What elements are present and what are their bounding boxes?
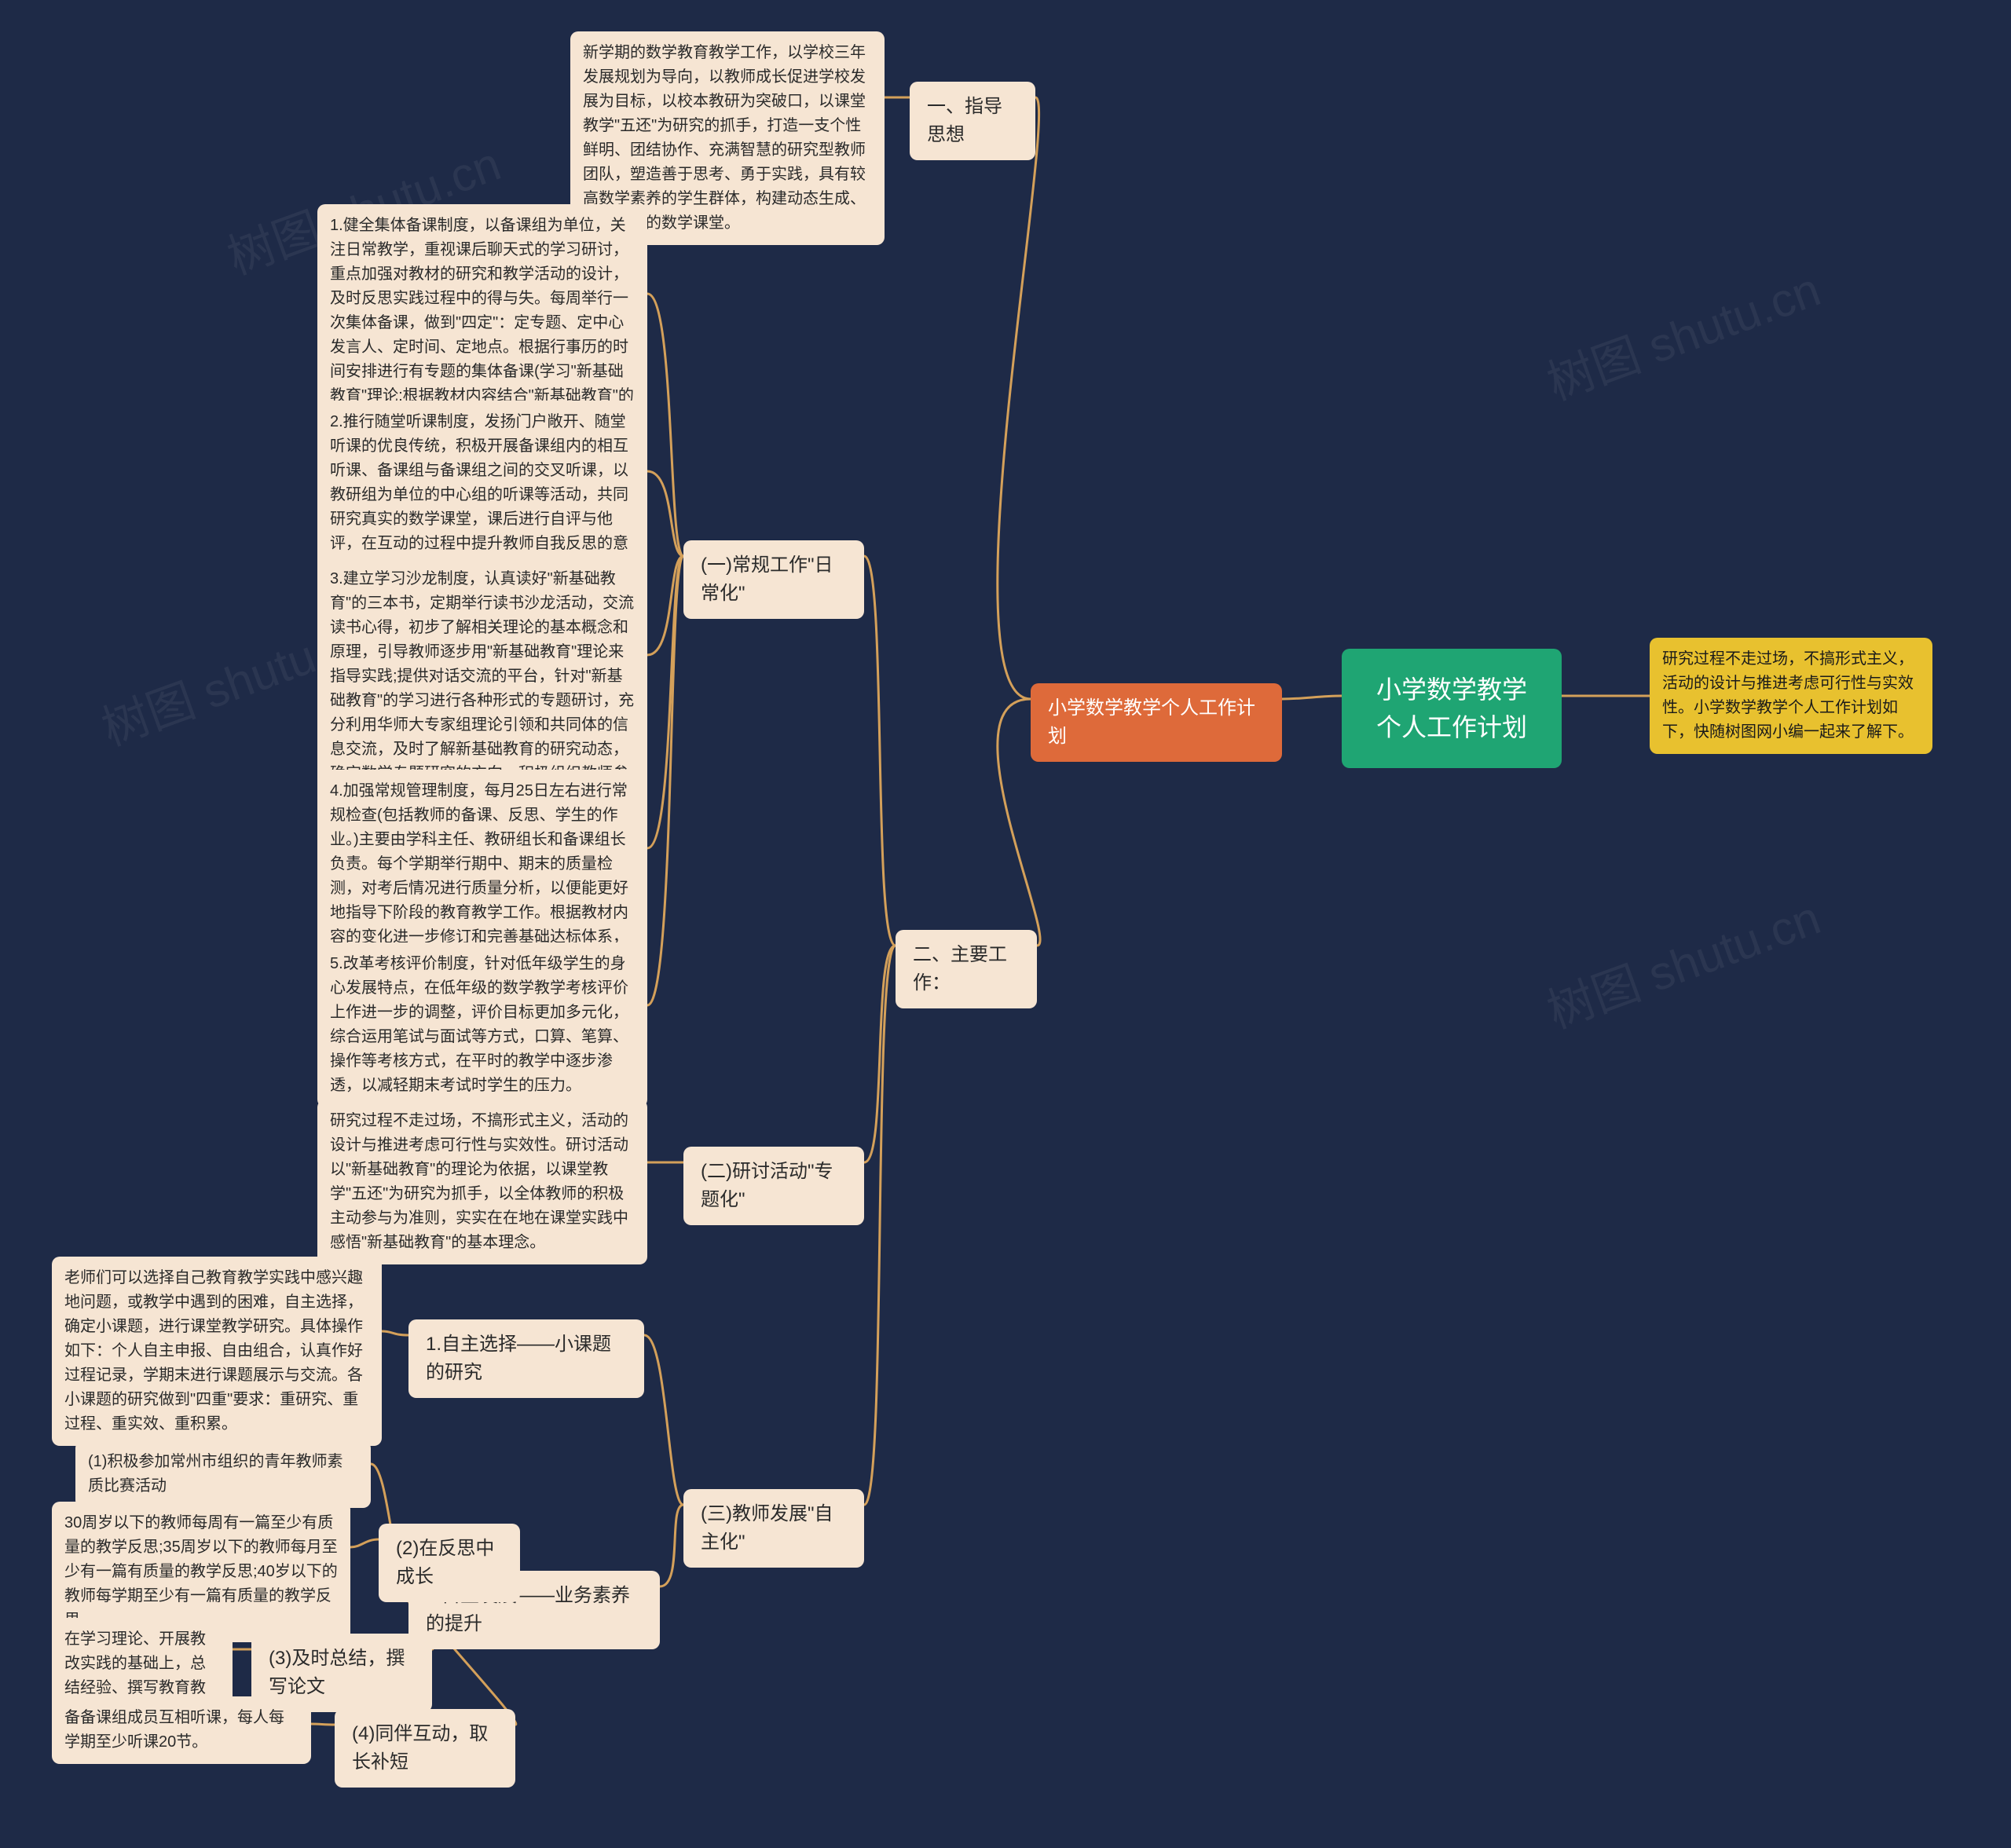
summary-node: 研究过程不走过场，不搞形式主义，活动的设计与推进考虑可行性与实效性。小学数学教学…: [1650, 638, 1932, 754]
watermark: 树图 shutu.cn: [1537, 251, 1828, 413]
section-2a[interactable]: (一)常规工作"日常化": [683, 540, 864, 619]
section-2a-item-5: 5.改革考核评价制度，针对低年级学生的身心发展特点，在低年级的数学教学考核评价上…: [317, 942, 647, 1107]
section-2c-2b[interactable]: (2)在反思中成长: [379, 1524, 520, 1602]
section-2c-1[interactable]: 1.自主选择——小课题的研究: [408, 1319, 644, 1398]
section-2b[interactable]: (二)研讨活动"专题化": [683, 1147, 864, 1225]
section-2c-2a: (1)积极参加常州市组织的青年教师素质比赛活动: [75, 1440, 371, 1508]
section-2c-2d[interactable]: (4)同伴互动，取长补短: [335, 1709, 515, 1788]
section-1[interactable]: 一、指导思想: [910, 82, 1035, 160]
section-2c-1-content: 老师们可以选择自己教育教学实践中感兴趣地问题，或教学中遇到的困难，自主选择，确定…: [52, 1257, 382, 1446]
section-2c-2d-content: 备备课组成员互相听课，每人每学期至少听课20节。: [52, 1696, 311, 1764]
section-2c[interactable]: (三)教师发展"自主化": [683, 1489, 864, 1568]
section-2b-content: 研究过程不走过场，不搞形式主义，活动的设计与推进考虑可行性与实效性。研讨活动以"…: [317, 1100, 647, 1264]
root-node[interactable]: 小学数学教学个人工作计划: [1342, 649, 1562, 768]
watermark: 树图 shutu.cn: [1537, 880, 1828, 1041]
section-2[interactable]: 二、主要工作：: [896, 930, 1037, 1008]
left-root-node[interactable]: 小学数学教学个人工作计划: [1031, 683, 1282, 762]
